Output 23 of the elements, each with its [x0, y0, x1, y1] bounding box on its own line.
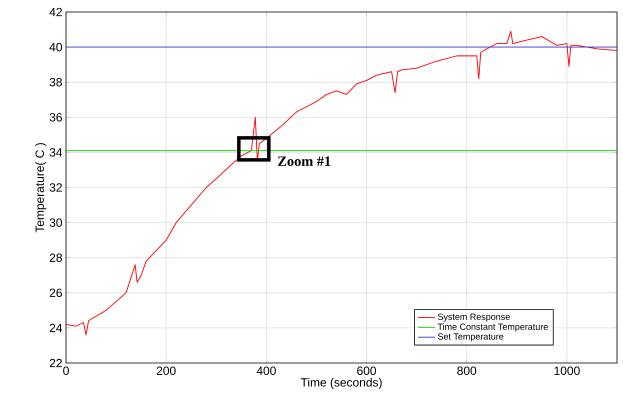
y-tick-label: 32: [50, 183, 62, 192]
y-tick-label: 36: [50, 113, 62, 122]
y-tick-label: 42: [49, 8, 62, 16]
legend-label: Time Constant Temperature: [438, 323, 548, 332]
x-tick-label: 1000: [554, 366, 580, 375]
x-tick-label: 400: [256, 366, 276, 375]
y-tick-label: 38: [50, 78, 62, 86]
y-tick-label: 26: [50, 288, 62, 298]
x-tick-label: 200: [156, 366, 176, 375]
annotation: Zoom #1: [278, 156, 330, 166]
legend-label: Set Temperature: [438, 333, 504, 342]
y-axis-title: Temperature( C ): [35, 143, 46, 232]
x-tick-label: 600: [357, 366, 376, 375]
y-tick-label: 24: [50, 324, 62, 332]
x-tick-label: 800: [457, 366, 476, 375]
y-tick-label: 40: [49, 42, 62, 52]
y-tick-label: 22: [50, 358, 62, 368]
y-tick-label: 30: [50, 218, 62, 227]
x-tick-label: 0: [63, 366, 69, 375]
y-tick-label: 28: [50, 253, 62, 262]
legend-label: System Response: [438, 314, 510, 322]
x-axis-title: Time (seconds): [300, 378, 382, 389]
y-tick-label: 34: [50, 148, 62, 157]
